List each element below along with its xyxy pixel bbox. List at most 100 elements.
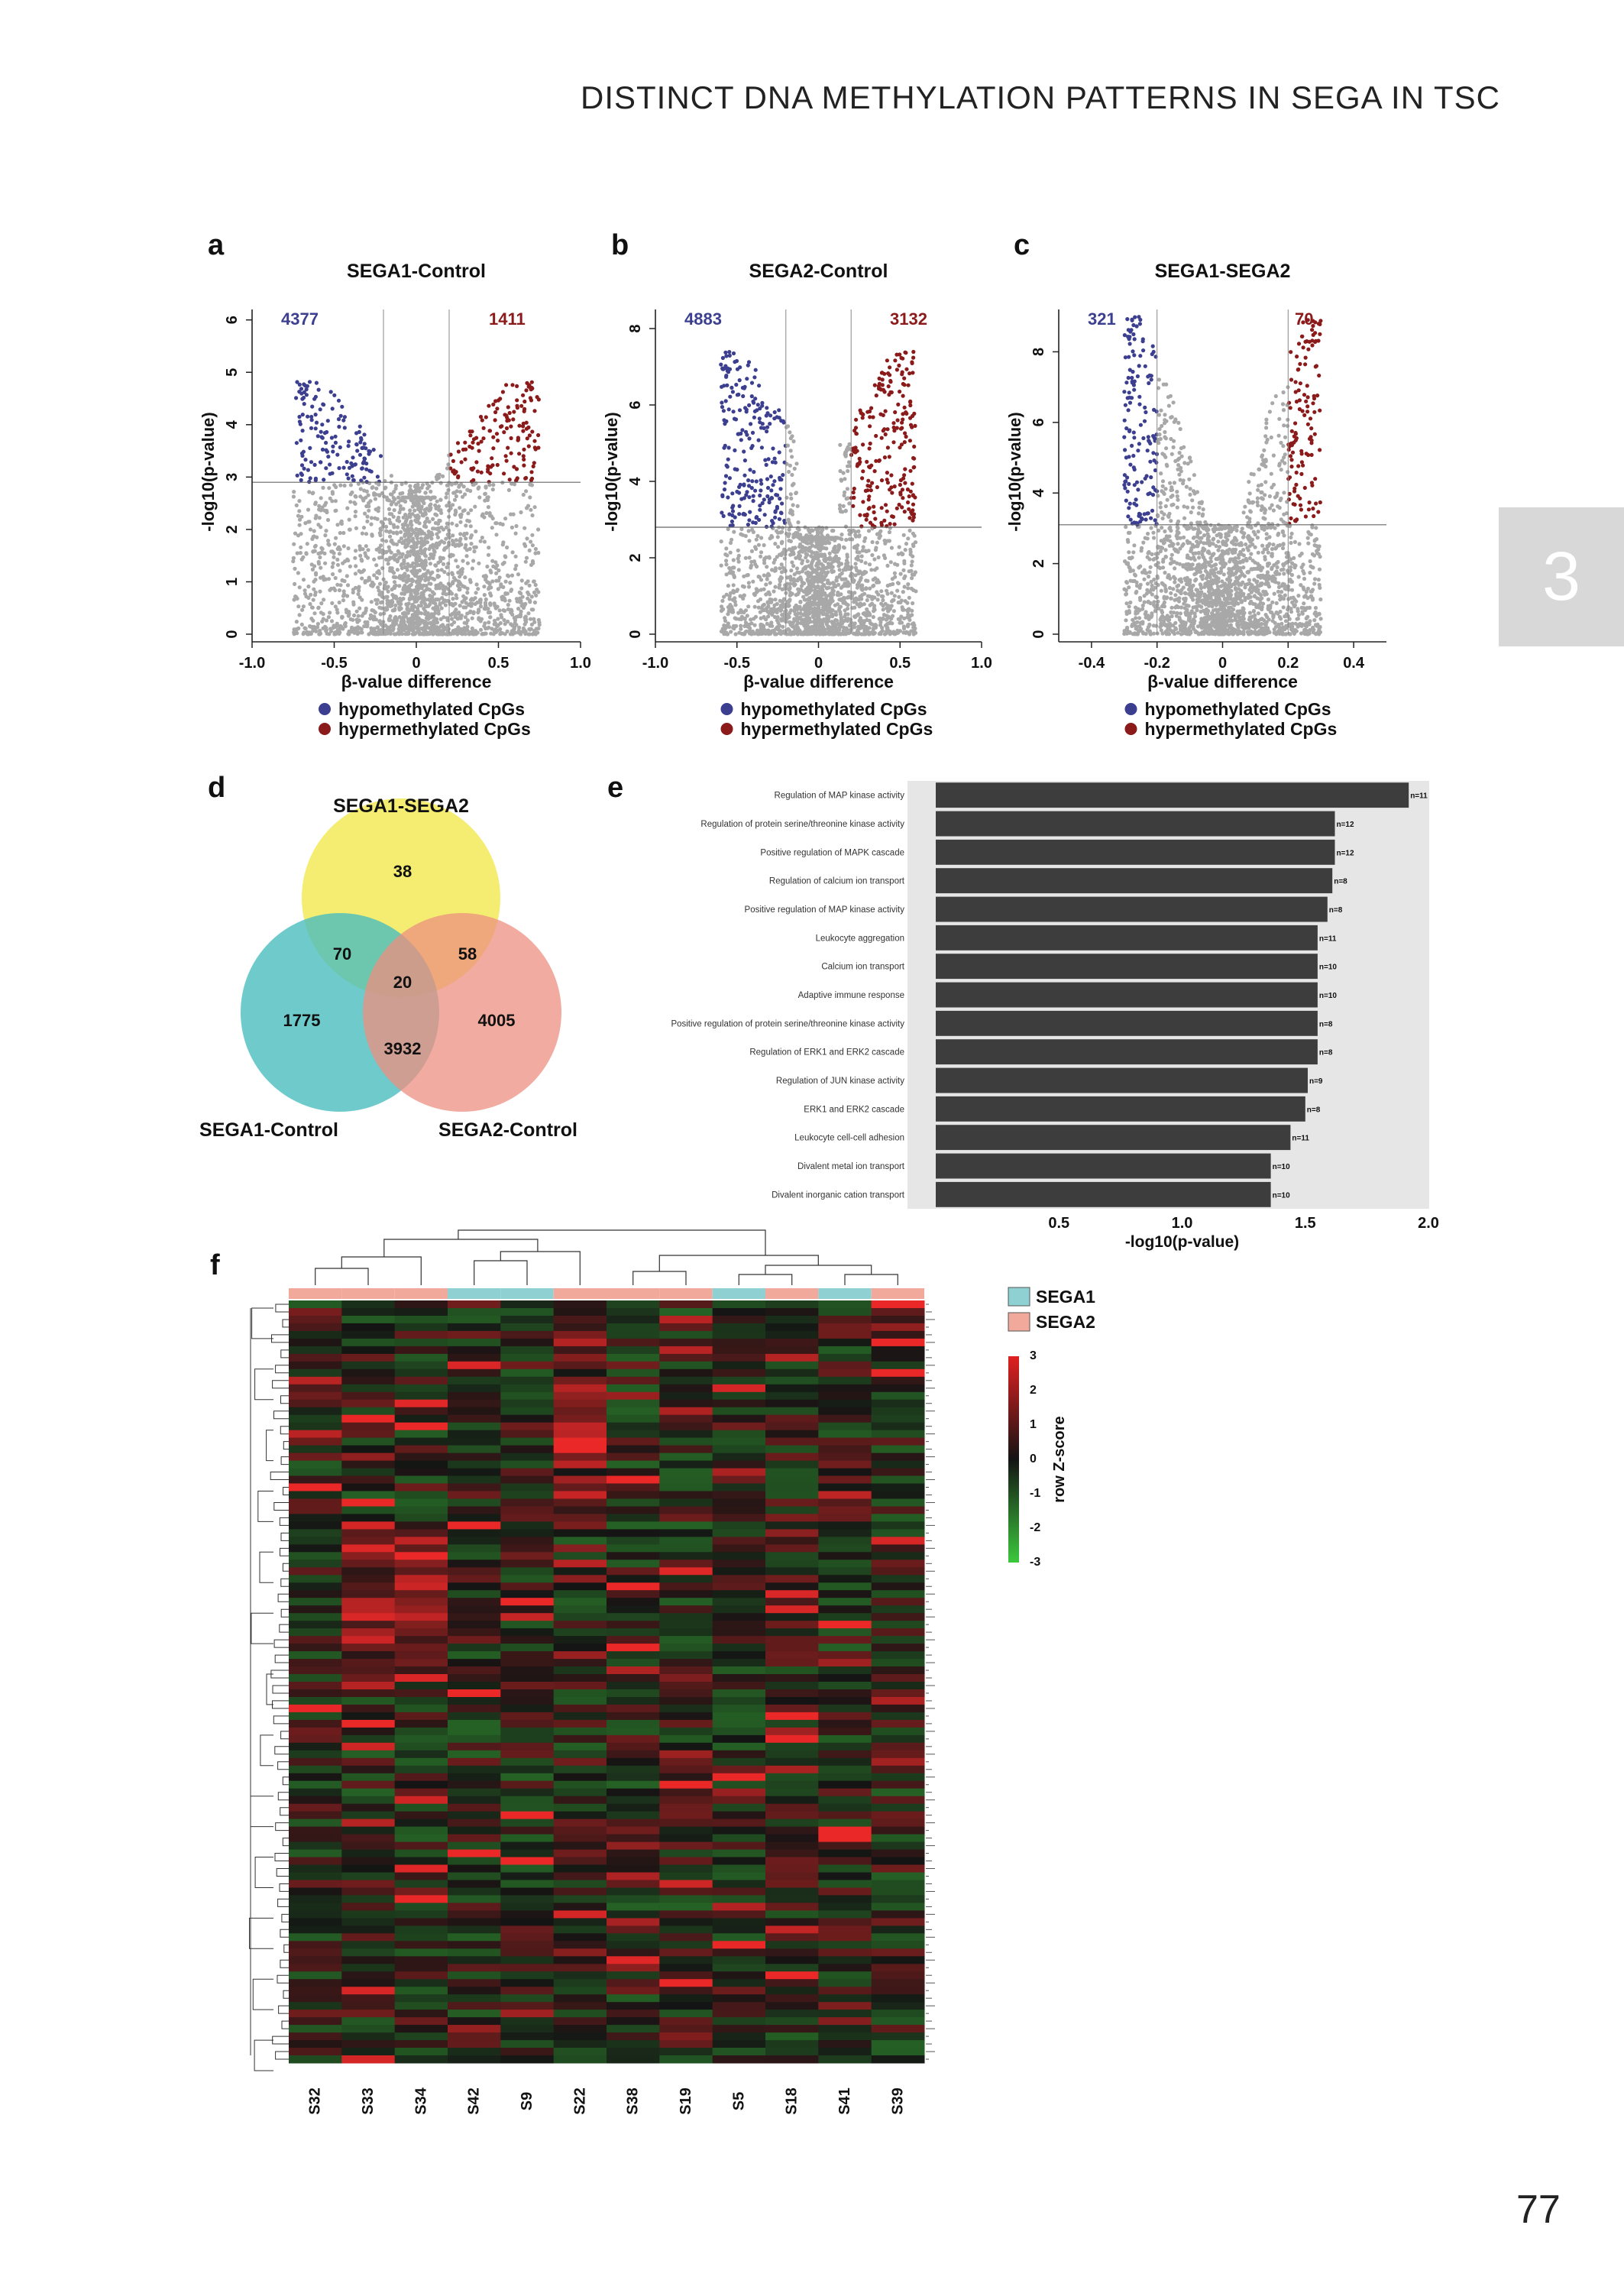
- data-point: [490, 456, 494, 461]
- data-point: [451, 468, 456, 473]
- panel-letter-e: e: [607, 772, 624, 804]
- data-point: [326, 455, 331, 459]
- data-point: [429, 620, 433, 625]
- data-point: [851, 490, 856, 495]
- data-point: [519, 578, 524, 583]
- data-point: [772, 589, 776, 594]
- data-point: [435, 526, 439, 531]
- data-point: [474, 460, 479, 465]
- data-point: [771, 483, 775, 487]
- data-point: [836, 564, 841, 568]
- data-point: [875, 532, 880, 536]
- data-point: [295, 473, 299, 478]
- data-point: [493, 560, 498, 565]
- data-point: [529, 470, 534, 474]
- data-point: [334, 508, 338, 513]
- data-point: [741, 512, 746, 517]
- data-point: [393, 575, 398, 580]
- data-point: [513, 554, 518, 559]
- data-point: [319, 429, 323, 434]
- data-point: [498, 424, 503, 429]
- data-point: [828, 557, 833, 562]
- data-point: [843, 454, 848, 458]
- data-point: [365, 519, 370, 524]
- data-point: [888, 365, 892, 370]
- data-point: [517, 590, 522, 594]
- data-point: [882, 632, 887, 636]
- data-point: [374, 575, 379, 581]
- data-point: [723, 422, 727, 426]
- data-point: [506, 445, 510, 450]
- data-point: [837, 544, 842, 549]
- data-point: [1296, 594, 1301, 598]
- data-point: [812, 601, 817, 605]
- data-point: [810, 559, 815, 563]
- data-point: [742, 458, 748, 463]
- hyper-count: 3132: [890, 309, 927, 329]
- data-point: [734, 358, 739, 364]
- data-point: [483, 498, 487, 503]
- data-point: [727, 476, 733, 481]
- data-point: [730, 565, 735, 570]
- data-point: [869, 406, 874, 410]
- data-point: [300, 607, 305, 612]
- data-point: [866, 478, 871, 483]
- data-point: [765, 485, 771, 491]
- data-point: [490, 559, 495, 563]
- data-point: [460, 494, 465, 499]
- data-point: [421, 513, 426, 518]
- data-point: [780, 587, 785, 591]
- data-point: [486, 610, 491, 615]
- data-point: [427, 546, 432, 552]
- data-point: [823, 573, 828, 578]
- data-point: [852, 495, 856, 500]
- data-point: [464, 523, 468, 528]
- data-point: [755, 533, 760, 539]
- data-point: [521, 454, 526, 458]
- data-point: [434, 620, 438, 625]
- data-point: [724, 562, 729, 567]
- data-point: [905, 487, 910, 492]
- data-point: [333, 440, 338, 445]
- data-point: [341, 544, 346, 549]
- data-point: [865, 598, 869, 603]
- data-point: [369, 626, 374, 630]
- data-point: [365, 514, 370, 519]
- data-point: [388, 617, 393, 623]
- data-point: [427, 626, 432, 630]
- data-point: [299, 387, 304, 391]
- data-point: [354, 549, 358, 553]
- data-point: [383, 550, 388, 555]
- data-point: [722, 487, 727, 492]
- data-point: [436, 608, 441, 613]
- data-point: [830, 581, 836, 585]
- data-point: [307, 480, 312, 484]
- data-point: [759, 445, 765, 450]
- data-point: [815, 619, 820, 623]
- data-point: [472, 549, 477, 554]
- data-point: [410, 594, 415, 600]
- data-point: [903, 481, 907, 485]
- data-point: [345, 583, 351, 588]
- data-point: [883, 503, 888, 507]
- data-point: [311, 549, 315, 554]
- data-point: [315, 625, 320, 630]
- data-point: [531, 607, 535, 612]
- data-point: [440, 628, 445, 633]
- data-point: [726, 457, 730, 462]
- data-point: [846, 565, 851, 570]
- data-point: [780, 526, 785, 530]
- data-point: [853, 562, 858, 566]
- data-point: [303, 458, 308, 462]
- data-point: [772, 558, 778, 562]
- data-point: [790, 472, 794, 478]
- data-point: [392, 508, 396, 513]
- data-point: [364, 606, 368, 610]
- data-point: [862, 610, 867, 616]
- data-point: [304, 594, 309, 599]
- data-point: [838, 536, 843, 541]
- data-point: [506, 603, 510, 607]
- data-point: [354, 494, 358, 499]
- data-point: [845, 555, 849, 559]
- data-point: [754, 515, 759, 520]
